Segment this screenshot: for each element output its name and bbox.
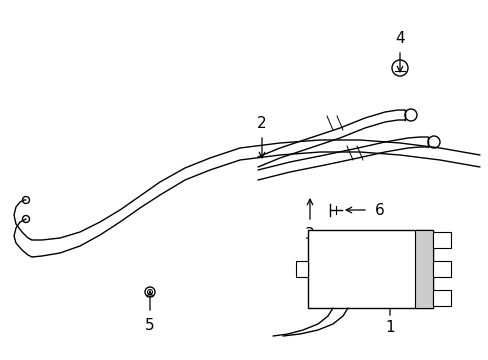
Text: 4: 4 xyxy=(394,31,404,45)
Text: 5: 5 xyxy=(145,318,155,333)
Bar xyxy=(307,230,432,308)
Bar xyxy=(414,230,432,308)
Bar xyxy=(295,261,307,277)
Text: 1: 1 xyxy=(385,320,394,336)
Bar xyxy=(432,232,450,248)
Bar xyxy=(309,232,414,306)
Bar xyxy=(432,261,450,277)
Text: 6: 6 xyxy=(374,202,384,217)
Text: 3: 3 xyxy=(305,226,314,242)
Bar xyxy=(432,290,450,306)
Text: 2: 2 xyxy=(257,116,266,131)
